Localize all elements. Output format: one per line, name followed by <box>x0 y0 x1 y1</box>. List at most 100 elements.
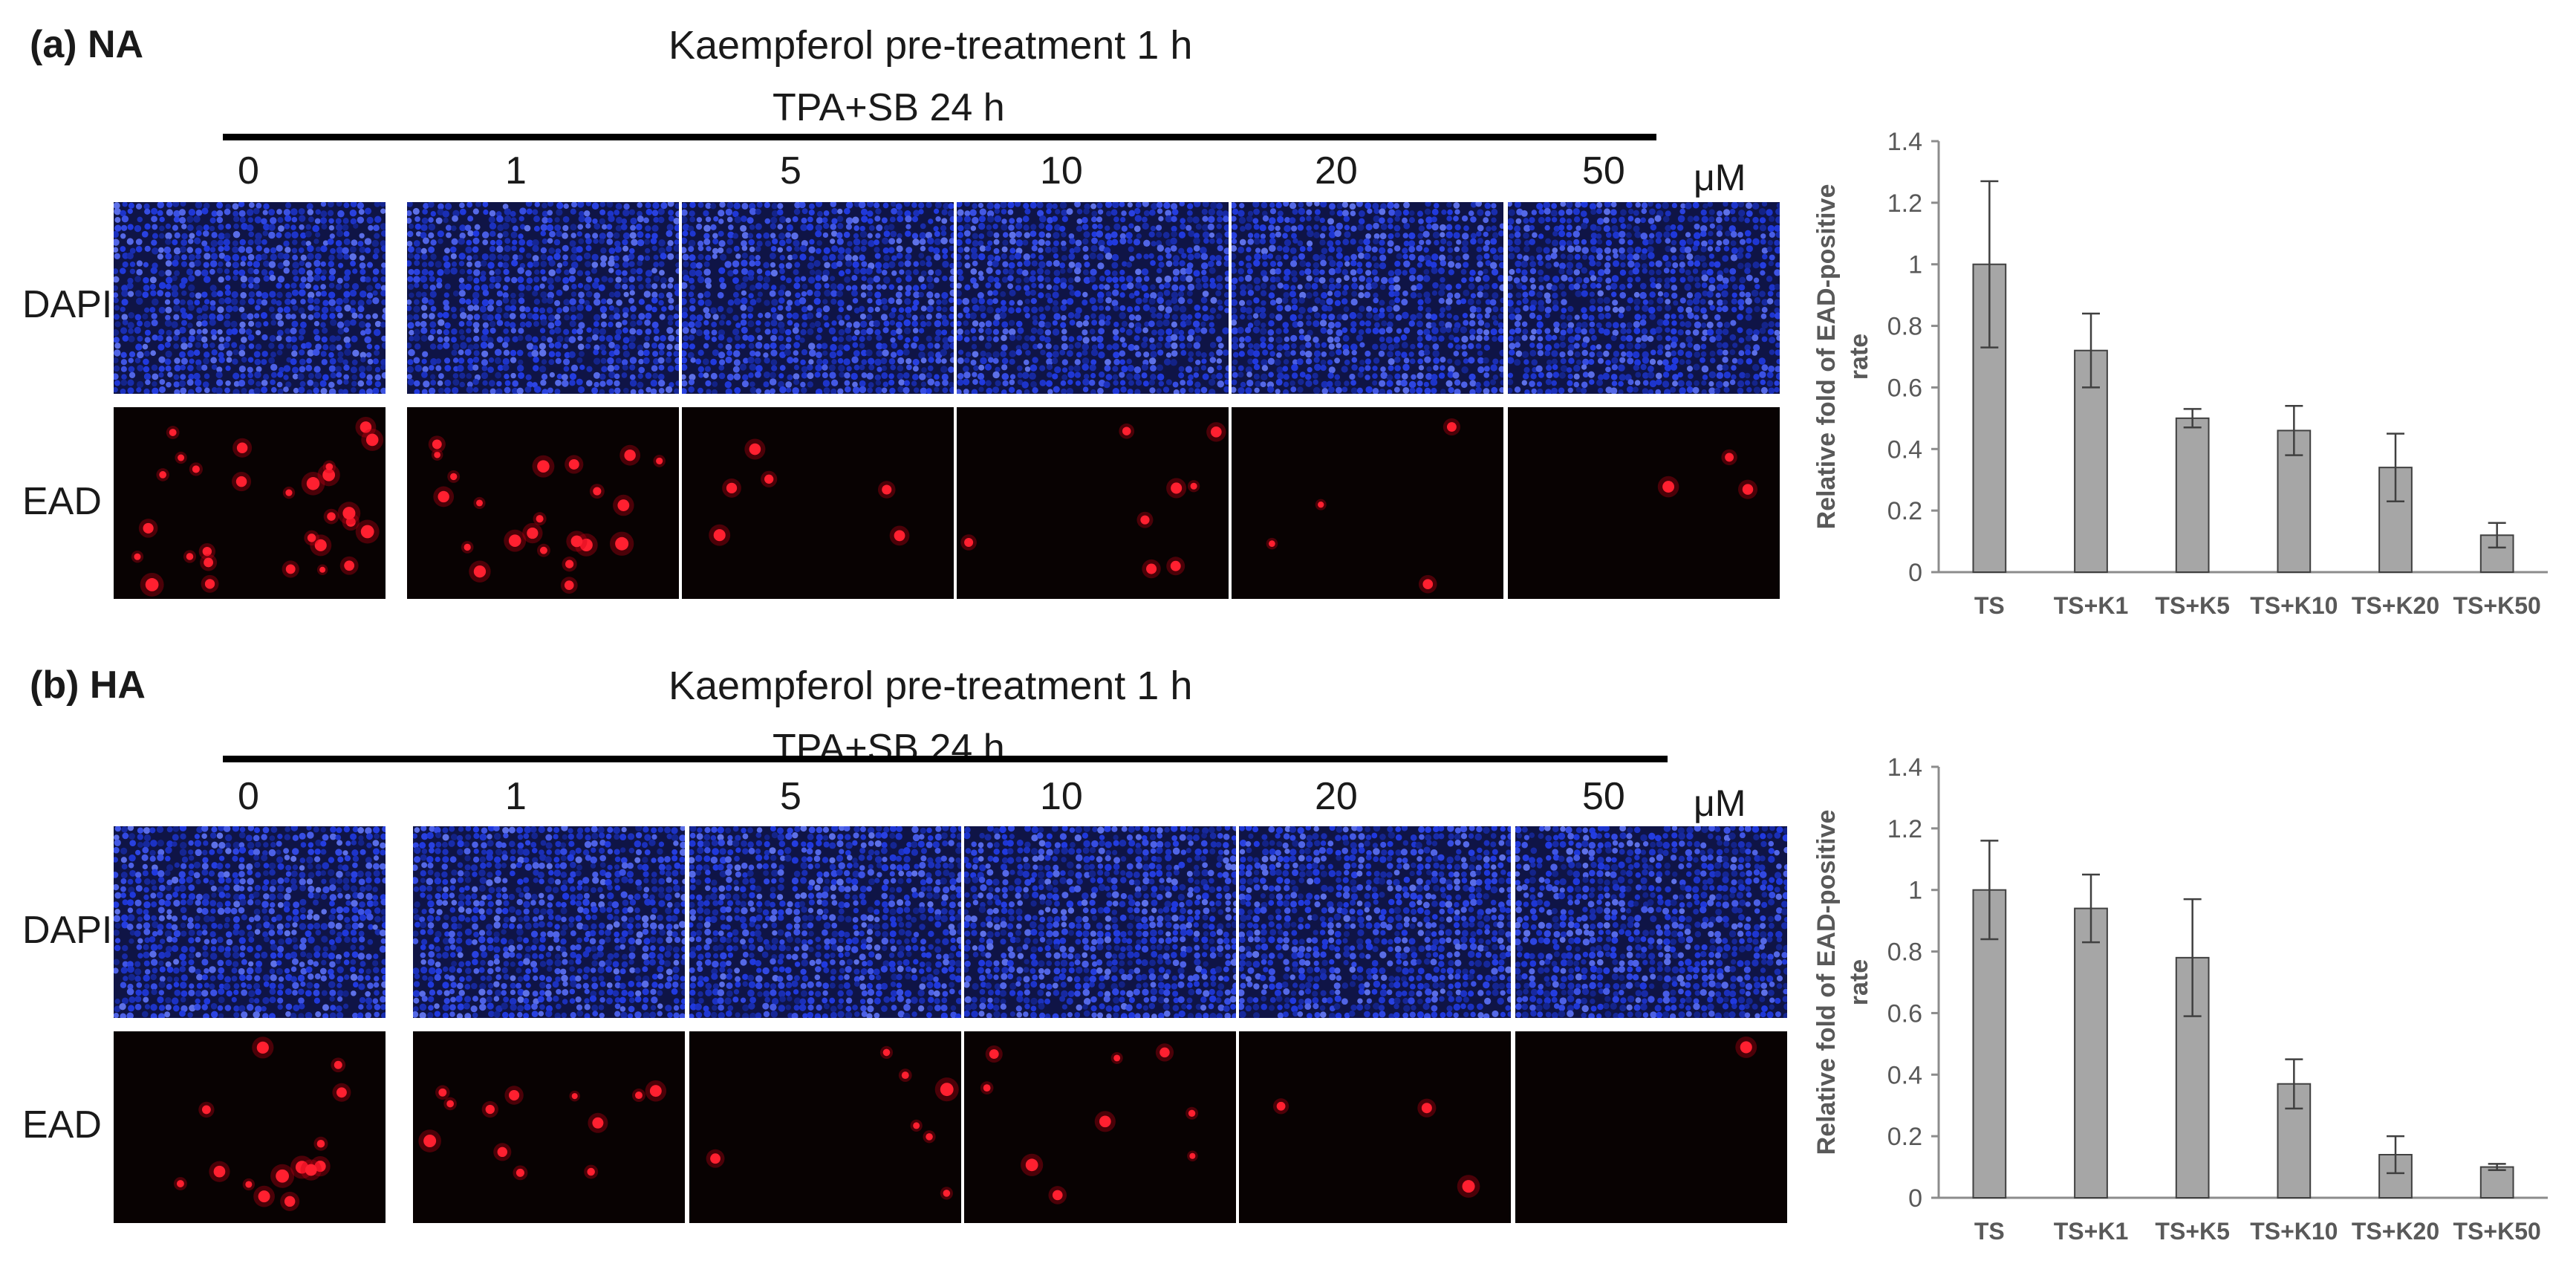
bar-chart: Relative fold of EAD-positive rate 0 0.2 0.4… <box>1798 737 2563 1250</box>
x-tick-label: TS+K10 <box>2250 1218 2338 1245</box>
y-tick-label: 1.2 <box>1887 815 1922 843</box>
dapi-image <box>114 202 386 394</box>
treatment-bar <box>223 134 1656 140</box>
micrograph-dapi <box>114 826 386 1018</box>
conc-label: 1 <box>505 149 527 192</box>
y-tick-label: 1 <box>1908 877 1922 905</box>
ead-image <box>413 1031 685 1223</box>
conc-label: 10 <box>1040 149 1083 192</box>
ead-image <box>114 1031 386 1223</box>
y-tick-label: 0 <box>1908 559 1922 587</box>
micrograph-dapi <box>682 202 954 394</box>
ead-image <box>1239 1031 1511 1223</box>
dapi-image <box>407 202 679 394</box>
y-tick-label: 0 <box>1908 1184 1922 1213</box>
chart-svg: Relative fold of EAD-positive rate 0 0.2 0.4… <box>1812 753 2548 1245</box>
bar <box>2175 417 2210 573</box>
treatment-title: TPA+SB 24 h <box>773 727 1005 770</box>
ead-image <box>407 407 679 599</box>
micrograph-ead <box>413 1031 685 1223</box>
error-bar <box>2387 432 2404 502</box>
x-tick-label: TS+K5 <box>2155 1218 2229 1245</box>
error-bar <box>2488 522 2506 549</box>
y-tick-label: 0.6 <box>1887 999 1922 1028</box>
pretreatment-title: Kaempferol pre-treatment 1 h <box>669 23 1193 68</box>
ead-image <box>114 407 386 599</box>
micrograph-dapi <box>407 202 679 394</box>
micrograph-dapi <box>689 826 961 1018</box>
micrograph-ead <box>964 1031 1236 1223</box>
dapi-image <box>1508 202 1780 394</box>
dapi-image <box>957 202 1229 394</box>
ead-image <box>689 1031 961 1223</box>
error-bar <box>2183 408 2202 429</box>
dapi-image <box>682 202 954 394</box>
x-tick-label: TS+K1 <box>2054 1218 2128 1245</box>
conc-label: 20 <box>1315 775 1358 818</box>
micrograph-dapi <box>1239 826 1511 1018</box>
conc-label: 5 <box>780 775 801 818</box>
y-tick-label: 0.2 <box>1887 1123 1922 1151</box>
micrograph-dapi <box>114 202 386 394</box>
x-tick-label: TS+K1 <box>2054 592 2128 619</box>
micrograph-dapi <box>1515 826 1787 1018</box>
ead-image <box>1515 1031 1787 1223</box>
micrograph-ead <box>1232 407 1503 599</box>
row-label-dapi: DAPI <box>22 283 113 326</box>
y-axis-label: Relative fold of EAD-positive rate <box>1812 810 1873 1155</box>
error-bar <box>2183 898 2202 1017</box>
micrograph-dapi <box>1508 202 1780 394</box>
bar <box>2074 907 2108 1199</box>
ead-image <box>957 407 1229 599</box>
y-axis-label: Relative fold of EAD-positive rate <box>1812 184 1873 530</box>
micrograph-ead <box>957 407 1229 599</box>
treatment-title: TPA+SB 24 h <box>773 86 1005 129</box>
panel-a: (a) NA Kaempferol pre-treatment 1 h TPA+… <box>0 0 2576 640</box>
micrograph-dapi <box>1232 202 1503 394</box>
y-tick-label: 1.2 <box>1887 189 1922 218</box>
ead-image <box>964 1031 1236 1223</box>
error-bar <box>2387 1135 2404 1175</box>
error-bar <box>2488 1163 2506 1171</box>
micrograph-dapi <box>957 202 1229 394</box>
chart-svg: Relative fold of EAD-positive rate 0 0.2 0.4… <box>1812 128 2548 619</box>
row-label-ead: EAD <box>22 1103 102 1147</box>
y-tick-label: 1 <box>1908 251 1922 279</box>
ead-image <box>1508 407 1780 599</box>
error-bar <box>2285 1058 2303 1110</box>
ead-image <box>1232 407 1503 599</box>
treatment-bar <box>223 756 1668 762</box>
x-tick-label: TS <box>1974 1218 2005 1245</box>
dapi-image <box>1515 826 1787 1018</box>
error-bar <box>1980 840 1999 941</box>
micrograph-ead <box>114 1031 386 1223</box>
x-tick-label: TS+K20 <box>2352 592 2439 619</box>
micrograph-ead <box>1515 1031 1787 1223</box>
micrograph-ead <box>682 407 954 599</box>
x-tick-label: TS+K20 <box>2352 1218 2439 1245</box>
panel-label: (b) HA <box>30 664 146 707</box>
panel-label: (a) NA <box>30 23 144 66</box>
x-tick-label: TS+K50 <box>2453 1218 2541 1245</box>
unit-label: μM <box>1694 157 1746 198</box>
conc-label: 0 <box>238 149 259 192</box>
y-tick-label: 0.4 <box>1887 435 1922 464</box>
y-tick-label: 0.4 <box>1887 1061 1922 1089</box>
bar-chart: Relative fold of EAD-positive rate 0 0.2 0.4… <box>1798 111 2563 624</box>
y-tick-label: 0.2 <box>1887 497 1922 525</box>
error-bar <box>2285 405 2303 456</box>
dapi-image <box>1232 202 1503 394</box>
conc-label: 20 <box>1315 149 1358 192</box>
ead-image <box>682 407 954 599</box>
micrograph-ead <box>1239 1031 1511 1223</box>
conc-label: 5 <box>780 149 801 192</box>
dapi-image <box>114 826 386 1018</box>
y-tick-label: 0.6 <box>1887 374 1922 402</box>
conc-label: 50 <box>1582 775 1625 818</box>
bar <box>1972 263 2007 573</box>
error-bar <box>1980 180 1999 348</box>
conc-label: 0 <box>238 775 259 818</box>
micrograph-dapi <box>964 826 1236 1018</box>
x-tick-label: TS <box>1974 592 2005 619</box>
conc-label: 50 <box>1582 149 1625 192</box>
